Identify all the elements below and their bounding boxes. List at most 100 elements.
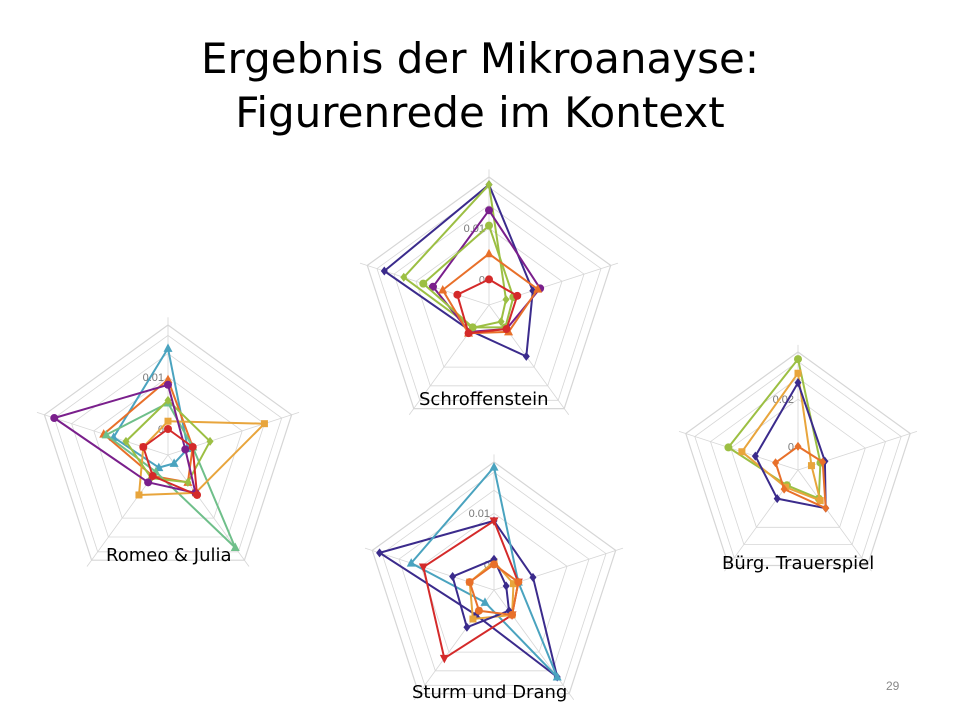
radar-data-point xyxy=(468,323,476,333)
radar-grid-ring xyxy=(71,353,265,538)
radar-data-point xyxy=(376,548,384,558)
radar-grid xyxy=(36,317,300,567)
radar-data-point xyxy=(773,494,781,504)
radar-series-line xyxy=(53,383,197,494)
radar-series-line xyxy=(378,519,559,678)
radar-data-point xyxy=(148,471,158,480)
radar-axis-spoke xyxy=(797,430,918,471)
radar-grid-ring xyxy=(366,176,612,410)
radar-data-point xyxy=(489,517,499,526)
radar-data-point xyxy=(188,442,197,451)
radar-data-point xyxy=(529,572,537,582)
radar-series-line xyxy=(142,428,198,496)
radar-data-point xyxy=(472,610,480,620)
radar-axis-spoke xyxy=(167,412,300,456)
radar-grid-ring xyxy=(43,324,293,561)
radar-data-point xyxy=(429,282,438,291)
radar-data-point xyxy=(466,326,474,336)
radar-data-point xyxy=(463,622,471,632)
radar-series xyxy=(101,398,240,552)
radar-data-point xyxy=(490,558,498,566)
radar-data-point xyxy=(464,328,474,337)
radar-data-point xyxy=(484,248,494,258)
radar-data-point xyxy=(490,516,498,526)
radar-data-point xyxy=(163,398,173,407)
radar-data-point xyxy=(509,580,517,588)
radar-series xyxy=(751,378,830,513)
radar-series xyxy=(738,369,824,505)
radar-data-point xyxy=(505,606,513,616)
radar-series-line xyxy=(468,563,520,616)
radar-data-point xyxy=(816,497,824,505)
radar-series xyxy=(50,380,200,497)
radar-data-point xyxy=(480,597,490,606)
radar-series-line xyxy=(410,466,559,678)
radar-data-point xyxy=(230,542,240,552)
radar-series xyxy=(109,343,193,472)
radar-data-point xyxy=(724,443,733,452)
radar-data-point xyxy=(485,275,493,284)
radar-series xyxy=(406,462,562,681)
radar-data-point xyxy=(822,503,830,513)
chart-caption-schroffenstein: Schroffenstein xyxy=(419,389,549,410)
radar-data-point xyxy=(529,286,537,296)
radar-data-point xyxy=(738,448,746,456)
radar-series xyxy=(453,275,522,338)
radar-data-point xyxy=(485,221,493,230)
radar-grid-ring xyxy=(53,334,283,553)
radar-data-point xyxy=(183,477,193,486)
radar-series-line xyxy=(422,519,520,660)
chart-caption-buerg-trauerspiel: Bürg. Trauerspiel xyxy=(722,553,875,574)
radar-data-point xyxy=(151,466,161,476)
radar-series-line xyxy=(432,209,542,333)
radar-series xyxy=(400,180,510,333)
radar-data-point xyxy=(814,494,823,503)
radar-data-point xyxy=(497,317,505,327)
radar-series-line xyxy=(105,402,237,549)
radar-data-point xyxy=(513,578,523,588)
radar-data-point xyxy=(109,432,119,441)
radar-data-point xyxy=(513,577,523,586)
radar-axis-spoke xyxy=(678,430,799,471)
radar-series xyxy=(99,374,198,486)
radar-series-line xyxy=(112,347,189,469)
radar-data-point xyxy=(821,456,829,466)
radar-data-point xyxy=(191,488,200,497)
radar-grid-ring xyxy=(730,398,866,528)
radar-grid xyxy=(678,344,918,572)
radar-data-point xyxy=(508,611,516,619)
radar-series xyxy=(419,221,518,332)
radar-series-line xyxy=(441,252,539,335)
radar-series xyxy=(724,355,825,503)
radar-series-line xyxy=(102,378,194,484)
radar-grid xyxy=(359,169,619,416)
radar-axis-spoke xyxy=(364,547,495,591)
radar-tick-label: 0.01 xyxy=(464,223,485,235)
radar-axis-spoke xyxy=(359,262,490,306)
page-number: 29 xyxy=(886,679,900,693)
radar-series-line xyxy=(383,183,534,358)
radar-data-point xyxy=(468,323,477,332)
radar-data-point xyxy=(164,425,172,433)
radar-data-point xyxy=(514,578,523,587)
slide-title-line1: Ergebnis der Mikroanayse: xyxy=(201,34,759,83)
radar-axis-spoke xyxy=(36,412,169,456)
radar-tick-label: 0.01 xyxy=(469,508,490,520)
radar-data-point xyxy=(509,293,518,302)
radar-grid-ring xyxy=(710,377,886,545)
radar-series-line xyxy=(456,278,519,335)
radar-data-point xyxy=(163,374,173,384)
slide-title-line2: Figurenrede im Kontext xyxy=(235,88,725,137)
radar-tick-label: 0 xyxy=(158,424,164,436)
radar-grid-ring xyxy=(381,471,607,686)
radar-tick-label: 0.02 xyxy=(773,394,794,406)
radar-data-point xyxy=(465,327,474,336)
radar-axis-spoke xyxy=(488,262,619,306)
chart-caption-sturm-und-drang: Sturm und Drang xyxy=(412,682,568,703)
radar-data-point xyxy=(181,445,190,454)
radar-data-point xyxy=(122,436,130,446)
chart-caption-romeo-julia: Romeo & Julia xyxy=(106,545,232,566)
radar-data-point xyxy=(794,378,802,388)
radar-data-point xyxy=(406,558,416,567)
radar-data-point xyxy=(99,429,109,438)
